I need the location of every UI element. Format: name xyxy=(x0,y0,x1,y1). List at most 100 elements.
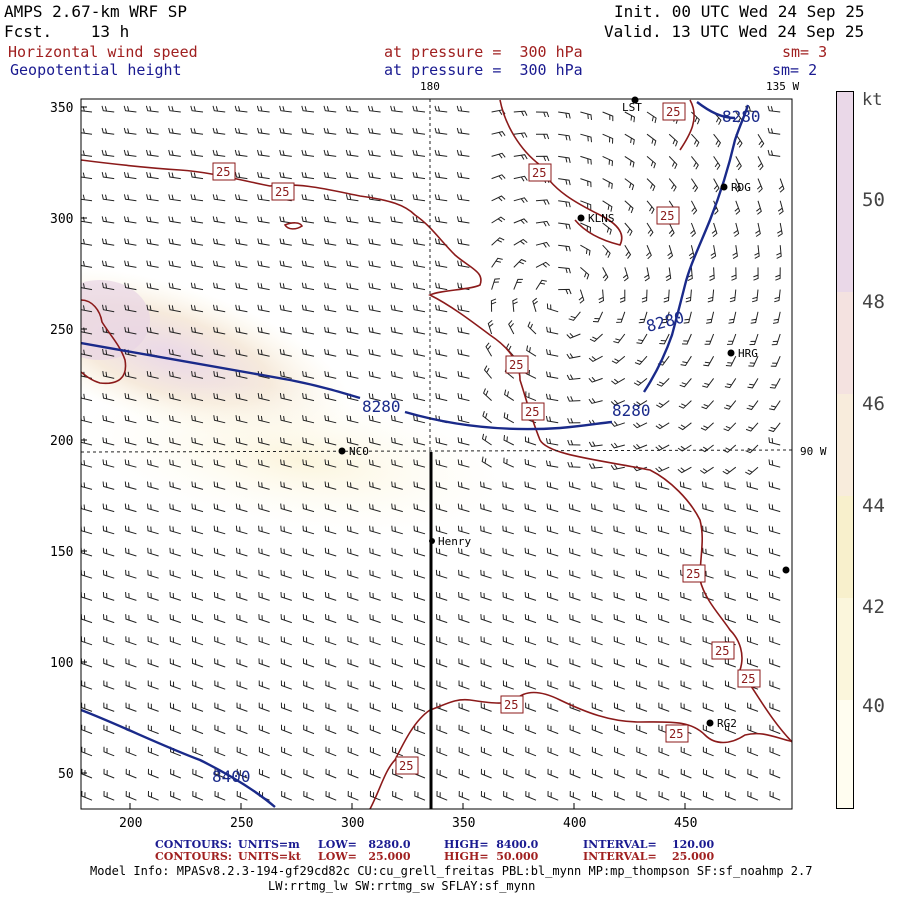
wind-barb xyxy=(592,311,604,323)
wind-barb xyxy=(369,790,381,801)
wind-barb xyxy=(346,415,359,424)
wind-barb xyxy=(368,348,381,357)
wind-barb xyxy=(214,702,226,712)
wind-barb xyxy=(303,702,315,712)
wind-barb xyxy=(301,171,315,180)
wind-barb xyxy=(345,127,359,135)
wind-barb xyxy=(458,636,470,646)
wind-barb xyxy=(258,503,270,513)
wind-barb xyxy=(546,481,559,490)
speed-label-box xyxy=(665,724,689,743)
wind-barb xyxy=(190,238,204,246)
wind-barb xyxy=(124,326,137,335)
contours-height-label: CONTOURS: xyxy=(155,838,232,851)
wind-barb xyxy=(503,457,515,468)
wind-barb xyxy=(346,326,359,335)
wind-barb xyxy=(235,415,248,424)
wind-barb xyxy=(103,768,115,779)
wind-barb xyxy=(213,459,226,468)
wind-barb xyxy=(679,503,692,513)
wind-barb xyxy=(614,768,625,779)
wind-barb xyxy=(611,355,626,364)
wind-barb xyxy=(412,149,426,157)
wind-barb xyxy=(680,658,692,668)
wind-barb xyxy=(214,746,226,757)
wind-barb xyxy=(491,152,506,159)
wind-barb xyxy=(724,680,736,690)
wind-barb xyxy=(302,636,315,646)
wind-barb xyxy=(213,304,226,313)
wind-barb xyxy=(302,437,315,446)
wind-barb xyxy=(325,680,337,690)
wind-barb xyxy=(192,746,204,757)
wind-barb xyxy=(691,133,700,148)
wind-barb xyxy=(301,260,315,268)
wind-barb xyxy=(102,525,115,535)
model-title: AMPS 2.67-km WRF SP xyxy=(4,2,188,21)
wind-barb xyxy=(124,304,137,313)
wind-barb xyxy=(169,636,181,646)
wind-barb xyxy=(81,636,93,646)
wind-barb xyxy=(702,658,714,668)
wind-barb xyxy=(102,371,115,379)
wind-barb xyxy=(558,111,571,119)
wind-barb xyxy=(635,481,648,490)
wind-barb xyxy=(588,376,603,383)
wind-barb xyxy=(391,459,403,468)
wind-barb xyxy=(236,636,248,646)
wind-barb xyxy=(480,702,492,712)
wind-barb xyxy=(81,658,93,668)
wind-barb xyxy=(279,127,292,135)
wind-barb xyxy=(613,658,625,668)
wind-barb xyxy=(485,342,493,357)
wind-barb xyxy=(646,156,656,169)
wind-barb xyxy=(680,746,692,757)
wind-barb xyxy=(502,614,514,624)
wind-barb xyxy=(769,702,781,712)
wind-barb xyxy=(748,355,759,367)
wind-barb xyxy=(369,746,381,757)
wind-barb xyxy=(580,200,592,210)
wind-barb xyxy=(547,724,559,735)
wind-barb xyxy=(633,443,648,450)
wind-barb xyxy=(212,194,226,202)
wind-barb xyxy=(369,680,381,690)
wind-barb xyxy=(81,194,93,202)
wind-barb xyxy=(280,481,292,490)
wind-barb xyxy=(458,591,470,601)
wind-barb xyxy=(588,463,603,469)
wind-barb xyxy=(390,371,403,379)
wind-barb xyxy=(368,260,381,268)
wind-barb xyxy=(487,320,494,335)
wind-barb xyxy=(480,724,492,735)
wind-barb xyxy=(81,216,93,224)
wind-barb xyxy=(168,326,181,335)
wind-barb xyxy=(513,110,528,117)
wind-barb xyxy=(658,658,670,668)
wind-barb xyxy=(413,569,426,579)
wind-barb xyxy=(546,591,559,601)
wind-barb xyxy=(745,466,759,476)
wind-barb xyxy=(508,320,515,335)
wind-barb xyxy=(724,525,736,535)
wind-barb xyxy=(602,222,612,235)
wind-barb xyxy=(413,371,426,379)
wind-barb xyxy=(774,289,781,303)
wind-barb xyxy=(614,746,625,757)
wind-barb xyxy=(345,105,359,113)
wind-barb xyxy=(101,171,115,180)
wind-barb xyxy=(646,245,652,260)
wind-barb xyxy=(347,746,359,757)
speed-label: 25 xyxy=(509,358,523,372)
wind-barb xyxy=(591,614,603,624)
wind-barb xyxy=(580,267,590,280)
wind-barb xyxy=(524,547,537,557)
wind-barb xyxy=(258,702,270,712)
wind-barb xyxy=(724,503,736,513)
wind-barb xyxy=(767,105,781,113)
wind-barb xyxy=(369,768,381,779)
height-label: 8280 xyxy=(612,401,651,420)
geopotential-height-contours xyxy=(81,101,750,808)
wind-barb xyxy=(123,216,137,224)
